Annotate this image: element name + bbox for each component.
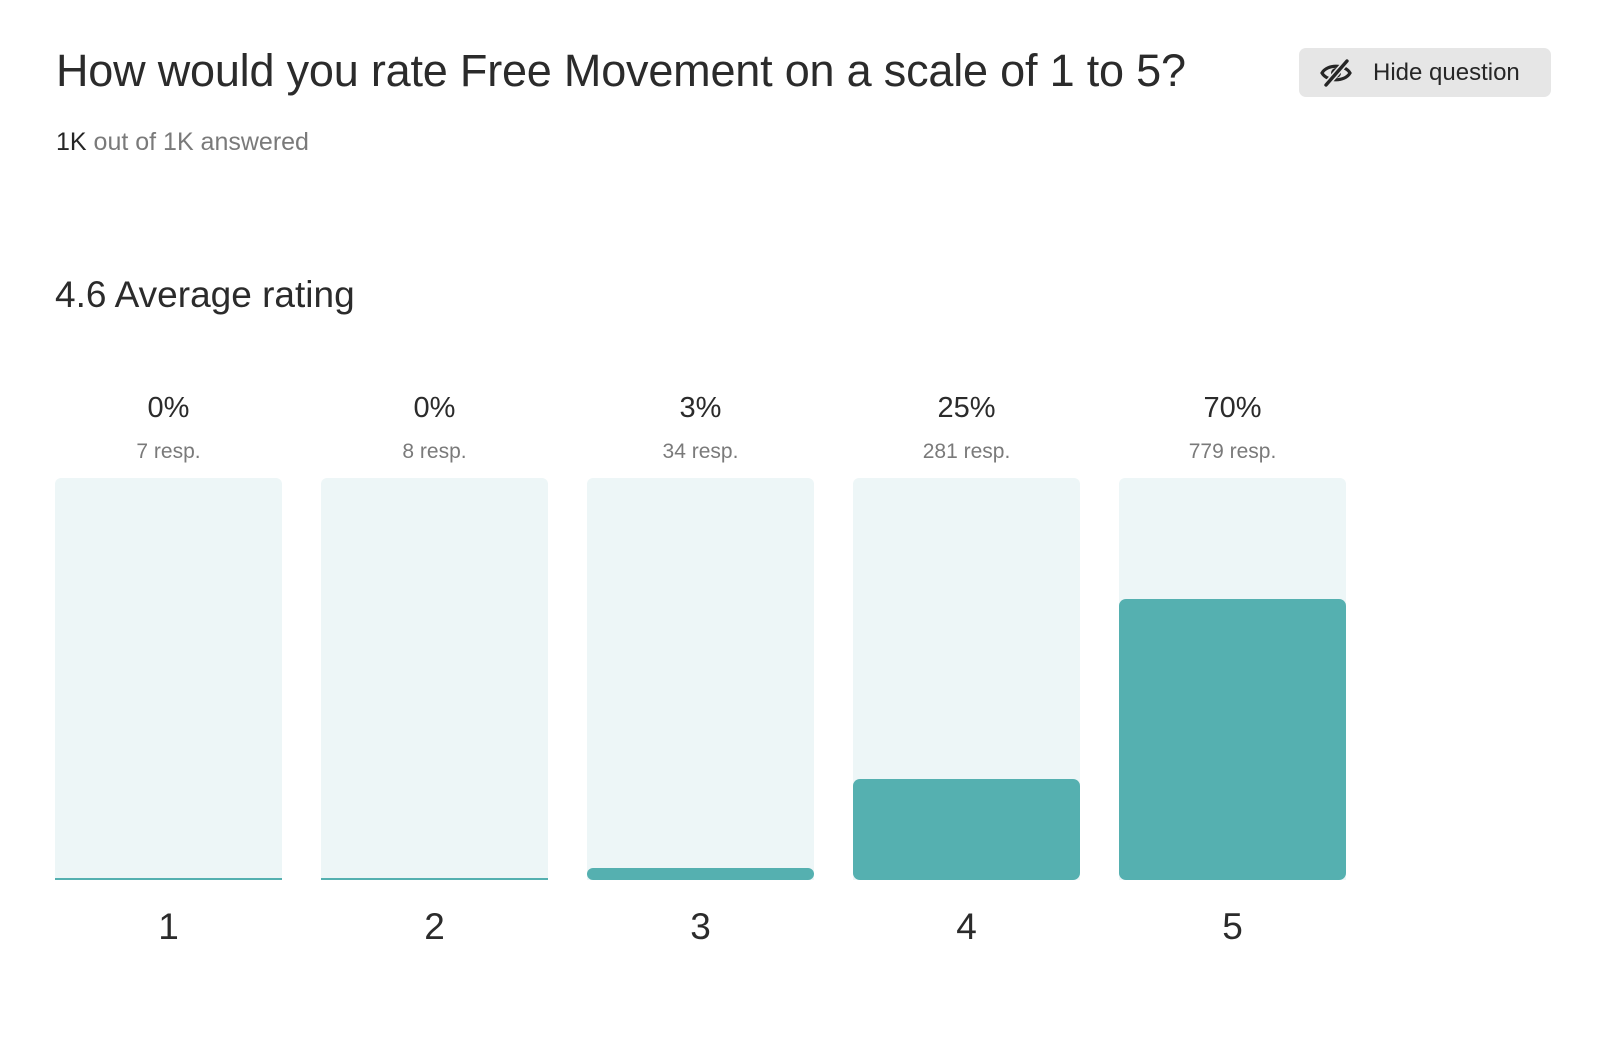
bar-percent-label: 70% — [1203, 392, 1262, 424]
bar-response-count: 779 resp. — [1188, 440, 1277, 463]
eye-slash-icon — [1319, 57, 1353, 88]
category-label: 1 — [158, 906, 179, 947]
answered-summary: 1K out of 1K answered — [56, 126, 1562, 158]
question-header: How would you rate Free Movement on a sc… — [56, 38, 1562, 158]
bar-track — [587, 478, 814, 880]
answered-total: out of 1K answered — [86, 128, 309, 156]
question-title: How would you rate Free Movement on a sc… — [56, 45, 1186, 96]
bar-track — [55, 478, 282, 880]
hide-question-button[interactable]: Hide question — [1299, 48, 1551, 97]
category-label: 2 — [424, 906, 445, 947]
bar-track — [1119, 478, 1346, 880]
bar-response-count: 7 resp. — [136, 440, 201, 463]
bar — [55, 878, 282, 880]
bar-response-count: 34 resp. — [662, 440, 739, 463]
bar-track — [321, 478, 548, 880]
category-label: 5 — [1222, 906, 1243, 947]
bar-percent-label: 0% — [413, 392, 456, 424]
bar-percent-label: 3% — [679, 392, 722, 424]
bar-track — [853, 478, 1080, 880]
category-label: 3 — [690, 906, 711, 947]
bar — [853, 779, 1080, 880]
answered-count: 1K — [56, 128, 87, 156]
bar — [587, 868, 814, 880]
bar-percent-label: 25% — [937, 392, 996, 424]
bar — [321, 878, 548, 880]
bar-response-count: 281 resp. — [922, 440, 1011, 463]
category-label: 4 — [956, 906, 977, 947]
bar-percent-label: 0% — [147, 392, 190, 424]
bar — [1119, 599, 1346, 880]
average-rating: 4.6 Average rating — [55, 274, 355, 315]
hide-question-label: Hide question — [1373, 58, 1520, 86]
bar-response-count: 8 resp. — [402, 440, 467, 463]
